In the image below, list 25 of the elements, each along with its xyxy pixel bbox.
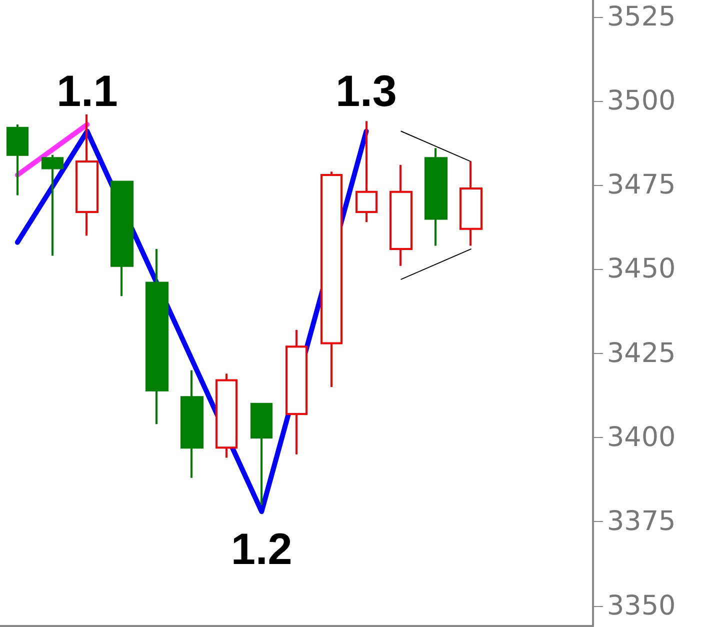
candlestick: [390, 164, 412, 267]
candlestick: [250, 402, 272, 506]
annotation: 1.1: [56, 66, 118, 116]
y-tick-label: 3350: [607, 590, 676, 622]
candlestick: [460, 160, 482, 247]
candlestick: [424, 147, 448, 247]
y-tick-label: 3475: [607, 170, 676, 201]
annotation: 1.2: [231, 525, 292, 574]
y-tick-label: 3425: [607, 338, 676, 369]
candlestick: [356, 120, 378, 224]
y-tick-label: 3400: [607, 422, 676, 454]
candlestick: [180, 369, 204, 479]
candlestick: [216, 372, 238, 459]
candlestick: [110, 180, 134, 298]
candlestick: [6, 124, 28, 196]
y-tick-label: 3375: [607, 506, 676, 538]
candlestick: [76, 113, 98, 237]
candlestick: [320, 170, 342, 388]
candlestick: [286, 328, 308, 456]
y-tick-label: 3450: [607, 254, 676, 285]
annotation: 1.3: [336, 66, 397, 116]
candlestick: [146, 248, 168, 426]
y-tick-label: 3525: [607, 1, 676, 32]
y-tick-label: 3500: [607, 85, 676, 116]
candlestick: [42, 154, 64, 257]
